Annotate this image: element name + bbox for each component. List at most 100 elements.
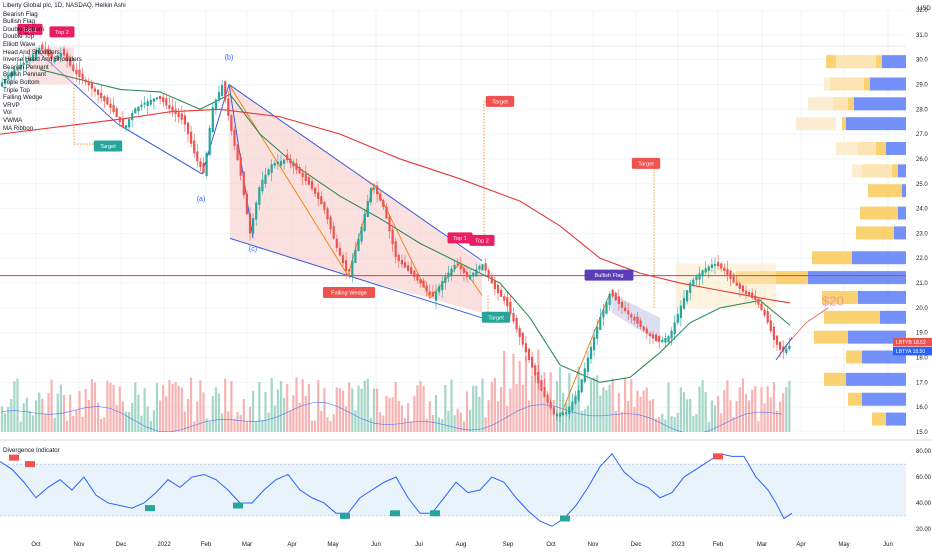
volume-bar bbox=[639, 396, 642, 432]
volume-bar bbox=[546, 394, 549, 432]
indicator-legend: Liberty Global plc, 1D, NASDAQ, Heikin A… bbox=[3, 2, 126, 132]
candle-body bbox=[534, 365, 537, 376]
candle-body bbox=[456, 263, 459, 266]
legend-item[interactable]: MA Ribbon bbox=[3, 124, 34, 132]
volume-bar bbox=[410, 421, 413, 432]
volume-bar bbox=[602, 387, 605, 432]
volume-bar bbox=[47, 393, 50, 432]
volume-bar bbox=[701, 380, 704, 432]
candle-body bbox=[658, 336, 661, 342]
legend-item[interactable]: Bullish Flag bbox=[3, 18, 35, 26]
volume-bar bbox=[62, 394, 66, 432]
candle-body bbox=[611, 289, 614, 297]
candle-body bbox=[38, 48, 41, 54]
volume-bar bbox=[230, 381, 233, 432]
volume-bar bbox=[66, 420, 69, 432]
volume-bar bbox=[75, 410, 78, 432]
volume-bar bbox=[236, 412, 239, 432]
candle-body bbox=[695, 276, 698, 281]
volume-bar bbox=[314, 420, 317, 432]
legend-item[interactable]: VRVP bbox=[3, 101, 20, 109]
candle-body bbox=[490, 276, 493, 284]
legend-item[interactable]: Bearish Pennant bbox=[3, 63, 49, 71]
volume-bar bbox=[503, 350, 506, 432]
candle-body bbox=[562, 412, 565, 416]
candle-body bbox=[642, 326, 645, 331]
legend-item[interactable]: Elliott Wave bbox=[3, 40, 36, 48]
volume-bar bbox=[500, 386, 503, 432]
candle-body bbox=[583, 368, 586, 383]
candle-body bbox=[196, 151, 199, 162]
pattern-tag bbox=[631, 157, 661, 169]
candle-body bbox=[527, 348, 531, 361]
volume-bar bbox=[434, 395, 438, 432]
volume-bar bbox=[543, 372, 546, 432]
volume-bar bbox=[376, 388, 379, 432]
legend-item[interactable]: Triple Top bbox=[3, 86, 30, 94]
volume-bar bbox=[779, 401, 782, 432]
candle-body bbox=[500, 290, 503, 297]
candle-body bbox=[112, 104, 115, 112]
y-tick-label: 29.0 bbox=[916, 82, 928, 88]
candle-body bbox=[754, 295, 757, 301]
candle-body bbox=[692, 279, 695, 286]
legend-item[interactable]: Bearish Flag bbox=[3, 10, 38, 18]
vrvp-bar-up bbox=[862, 392, 906, 406]
volume-bar bbox=[53, 417, 56, 432]
legend-item[interactable]: Inverse Head And Shoulders bbox=[3, 56, 82, 64]
candle-body bbox=[633, 316, 636, 321]
volume-bar bbox=[645, 387, 648, 432]
volume-bar bbox=[651, 398, 655, 432]
x-tick-label: Feb bbox=[201, 542, 212, 548]
volume-bar bbox=[354, 410, 357, 432]
x-tick-label: 2023 bbox=[671, 542, 685, 548]
divergence-y-tick: 20.00 bbox=[916, 527, 932, 533]
legend-item[interactable]: Triple Bottom bbox=[3, 78, 40, 86]
volume-bar bbox=[326, 417, 329, 432]
candle-body bbox=[624, 307, 627, 312]
candle-body bbox=[329, 216, 332, 230]
vrvp-bar-down bbox=[868, 184, 902, 198]
y-tick-label: 16.0 bbox=[916, 405, 928, 411]
volume-bar bbox=[698, 386, 701, 432]
candle-body bbox=[422, 280, 425, 288]
legend-item[interactable]: Vol bbox=[3, 109, 12, 117]
candle-body bbox=[121, 118, 124, 128]
legend-item[interactable]: Head And Shoulders bbox=[3, 48, 60, 56]
candle-body bbox=[403, 262, 407, 268]
legend-item[interactable]: Double Top bbox=[3, 33, 35, 41]
volume-bar bbox=[676, 412, 679, 432]
candle-body bbox=[775, 335, 779, 345]
volume-bar bbox=[450, 379, 453, 432]
candle-body bbox=[568, 406, 571, 415]
volume-bar bbox=[527, 400, 531, 432]
candle-body bbox=[143, 102, 146, 105]
candle-body bbox=[720, 263, 723, 269]
legend-item[interactable]: Falling Wedge bbox=[3, 94, 43, 102]
candle-body bbox=[211, 107, 214, 133]
candle-body bbox=[134, 108, 137, 114]
candle-body bbox=[366, 201, 369, 218]
candle-body bbox=[326, 208, 329, 220]
legend-item[interactable]: Double Bottom bbox=[3, 25, 44, 33]
vrvp-bar-up bbox=[882, 55, 906, 69]
candle-body bbox=[174, 109, 177, 115]
volume-bar bbox=[760, 387, 763, 432]
vrvp-bar-up bbox=[886, 142, 906, 156]
candle-body bbox=[66, 53, 69, 61]
y-tick-label: 31.0 bbox=[916, 33, 928, 39]
volume-bar bbox=[729, 400, 732, 432]
legend-item[interactable]: Bullish Pennant bbox=[3, 71, 46, 79]
candle-body bbox=[44, 49, 47, 53]
volume-bar bbox=[726, 380, 729, 432]
volume-bar bbox=[788, 380, 791, 432]
volume-bar bbox=[248, 406, 252, 432]
legend-item[interactable]: VWMA bbox=[3, 116, 23, 124]
volume-bar bbox=[431, 415, 434, 432]
candle-body bbox=[103, 96, 106, 102]
volume-bar bbox=[180, 387, 183, 432]
volume-bar bbox=[453, 415, 456, 432]
chart-title[interactable]: Liberty Global plc, 1D, NASDAQ, Heikin A… bbox=[3, 2, 126, 9]
volume-bar bbox=[283, 397, 286, 432]
volume-bar bbox=[332, 414, 335, 432]
